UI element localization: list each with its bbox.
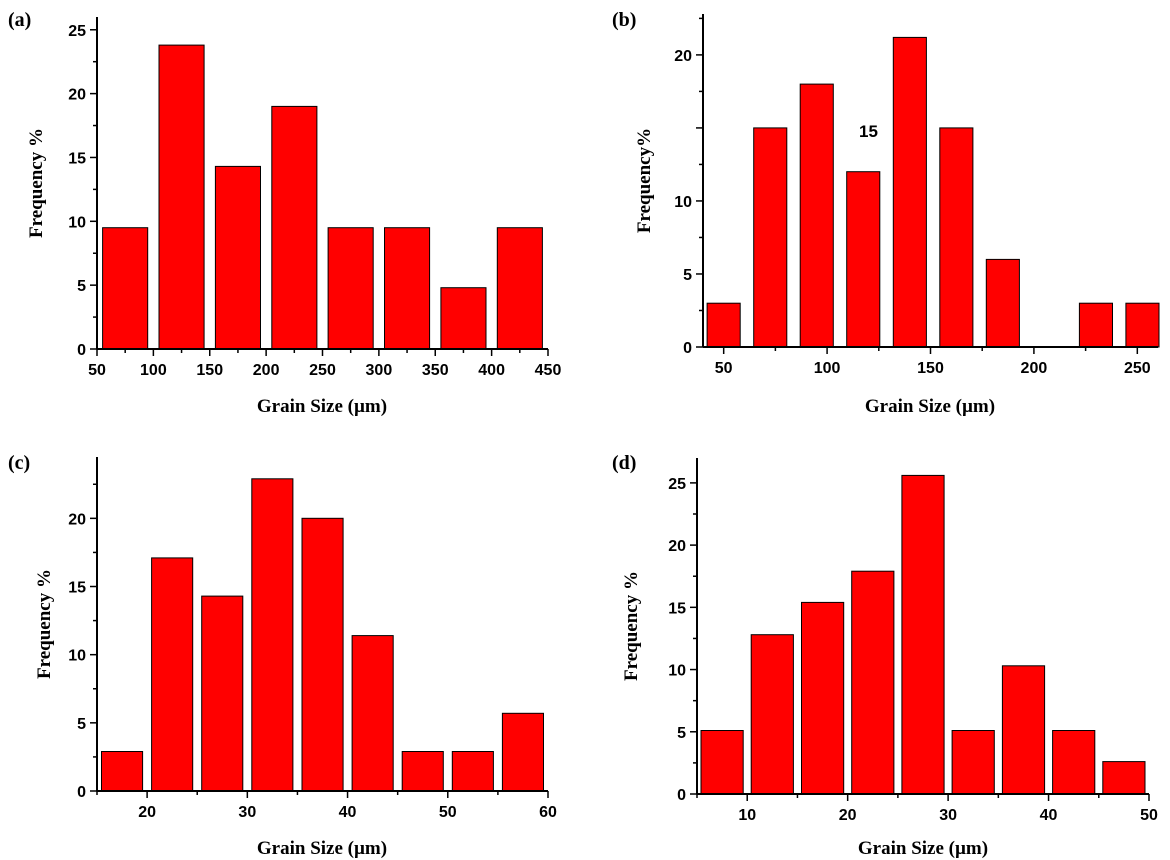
bar — [451, 751, 494, 792]
panel-label: (a) — [8, 9, 31, 31]
x-tick-label: 30 — [238, 804, 256, 821]
annotation-label: 15 — [859, 122, 878, 141]
x-axis-title: Grain Size (µm) — [865, 396, 995, 417]
y-tick-label: 10 — [668, 663, 686, 680]
y-tick-label: 0 — [677, 787, 686, 804]
bar — [151, 557, 194, 792]
chart-panel-c: 20 30 40 50 60 0 5 10 15 20 (c) Grain Size (µm) Freq… — [8, 452, 557, 859]
x-tick-label: 200 — [253, 362, 280, 379]
x-tick-label: 450 — [535, 362, 562, 379]
x-tick-label: 300 — [366, 362, 393, 379]
bar — [214, 165, 261, 350]
y-axis-title: Frequency % — [621, 571, 642, 681]
panel-label: (c) — [8, 452, 30, 474]
y-axis-title: Frequency % — [26, 128, 47, 238]
bar — [301, 517, 344, 792]
bar — [351, 635, 394, 792]
x-tick-label: 350 — [422, 362, 449, 379]
x-axis-title: Grain Size (µm) — [257, 396, 387, 417]
bar — [801, 601, 845, 795]
bar — [271, 105, 318, 350]
x-tick-label: 250 — [1124, 360, 1151, 377]
y-tick-label: 5 — [77, 716, 86, 733]
bar — [401, 751, 444, 792]
bar — [750, 634, 794, 795]
y-tick-label: 10 — [674, 194, 692, 211]
bar — [496, 227, 543, 350]
x-tick-label: 20 — [138, 804, 156, 821]
x-tick-label: 40 — [339, 804, 357, 821]
bar — [384, 227, 431, 350]
bar — [700, 730, 744, 795]
y-tick-label: 20 — [68, 511, 86, 528]
y-axis-title: Frequency% — [634, 128, 655, 233]
x-tick-label: 50 — [1140, 807, 1158, 824]
bar — [892, 36, 927, 348]
x-tick-label: 100 — [140, 362, 167, 379]
x-tick-label: 50 — [439, 804, 457, 821]
bar — [102, 227, 149, 350]
bar — [158, 44, 205, 350]
bar — [851, 570, 895, 795]
chart-panel-b: 50 100 150 200 250 0 5 10 20 15 (b) Grain Size (µm)… — [612, 9, 1160, 417]
x-tick-label: 200 — [1021, 360, 1048, 377]
bar — [1001, 665, 1046, 795]
x-tick-label: 50 — [715, 360, 733, 377]
x-tick-label: 400 — [478, 362, 505, 379]
y-tick-label: 20 — [68, 87, 86, 104]
bar — [501, 712, 544, 792]
bar — [440, 287, 487, 350]
bar — [951, 730, 995, 795]
bar — [1078, 302, 1114, 348]
bar — [939, 127, 974, 348]
y-tick-label: 25 — [68, 23, 86, 40]
bar — [1102, 761, 1146, 795]
bar — [753, 127, 788, 348]
y-tick-label: 5 — [677, 725, 686, 742]
y-tick-label: 5 — [683, 267, 692, 284]
x-axis-title: Grain Size (µm) — [858, 838, 988, 859]
bar — [1052, 730, 1096, 795]
x-tick-label: 50 — [88, 362, 106, 379]
x-tick-label: 100 — [814, 360, 841, 377]
bar — [101, 751, 144, 792]
y-tick-label: 15 — [668, 600, 686, 617]
y-tick-label: 25 — [668, 476, 686, 493]
bar — [846, 171, 881, 348]
x-tick-label: 40 — [1040, 807, 1058, 824]
bar — [1125, 302, 1160, 348]
y-tick-label: 0 — [683, 340, 692, 357]
y-tick-label: 15 — [68, 150, 86, 167]
y-tick-label: 0 — [77, 784, 86, 801]
panel-label: (b) — [612, 9, 636, 31]
chart-panel-d: 10 20 30 40 50 0 5 10 15 20 25 (d) Grain Size (µm) Fr… — [612, 452, 1158, 859]
x-tick-label: 150 — [196, 362, 223, 379]
panel-label: (d) — [612, 452, 636, 474]
bar — [799, 83, 834, 348]
bar — [706, 302, 741, 348]
chart-panel-a: 50 100 150 200 250 300 350 400 450 0 5 10 15 20 25 (a) G… — [8, 9, 561, 417]
bar — [327, 227, 374, 350]
y-axis-title: Frequency % — [34, 569, 55, 679]
y-tick-label: 15 — [68, 580, 86, 597]
x-tick-label: 60 — [539, 804, 557, 821]
bar — [251, 478, 294, 792]
y-tick-label: 20 — [668, 538, 686, 555]
x-axis-title: Grain Size (µm) — [257, 838, 387, 859]
bar — [901, 474, 945, 795]
bar — [985, 258, 1020, 348]
x-tick-label: 250 — [309, 362, 336, 379]
x-tick-label: 150 — [917, 360, 944, 377]
x-tick-label: 30 — [939, 807, 957, 824]
y-tick-label: 5 — [77, 278, 86, 295]
bar — [201, 595, 244, 792]
y-tick-label: 10 — [68, 214, 86, 231]
x-tick-label: 20 — [839, 807, 857, 824]
y-tick-label: 10 — [68, 648, 86, 665]
y-tick-label: 0 — [77, 342, 86, 359]
x-tick-label: 10 — [738, 807, 756, 824]
y-tick-label: 20 — [674, 48, 692, 65]
